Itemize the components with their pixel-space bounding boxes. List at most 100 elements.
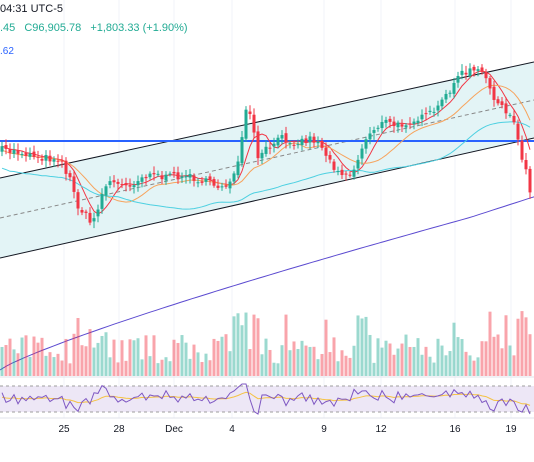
candle-body bbox=[164, 174, 168, 181]
candle-body bbox=[236, 161, 240, 176]
candle-body bbox=[400, 124, 404, 127]
volume-bar bbox=[412, 346, 416, 376]
volume-bar bbox=[84, 346, 88, 376]
candle-body bbox=[132, 185, 136, 188]
volume-bar bbox=[140, 359, 144, 376]
volume-bar bbox=[352, 345, 356, 376]
candle-body bbox=[32, 151, 36, 157]
volume-bar bbox=[72, 333, 76, 376]
header-ohlc: .45 C96,905.78 +1,803.33 (+1.90%) bbox=[0, 22, 194, 34]
volume-bar bbox=[248, 349, 252, 376]
volume-bar bbox=[296, 349, 300, 376]
volume-bar bbox=[508, 345, 512, 376]
x-axis-label: 12 bbox=[375, 424, 387, 435]
channel-lower-line bbox=[0, 137, 534, 259]
volume-bar bbox=[480, 341, 484, 376]
volume-bar bbox=[160, 359, 164, 376]
volume-bar bbox=[100, 335, 104, 376]
candle-body bbox=[224, 185, 228, 187]
volume-bar bbox=[300, 340, 304, 376]
candle-body bbox=[308, 136, 312, 143]
volume-bar bbox=[112, 339, 116, 376]
candle-body bbox=[296, 144, 300, 146]
volume-bar bbox=[120, 340, 124, 376]
volume-bar bbox=[464, 351, 468, 376]
rsi-lines bbox=[1, 383, 531, 415]
candle-body bbox=[396, 122, 400, 128]
volume-bar bbox=[232, 316, 236, 376]
candle-body bbox=[480, 67, 484, 72]
volume-bar bbox=[96, 342, 100, 376]
volume-bar bbox=[324, 319, 328, 376]
candle-body bbox=[360, 148, 364, 159]
volume-bar bbox=[408, 346, 412, 376]
candle-body bbox=[388, 118, 392, 122]
volume-bar bbox=[132, 340, 136, 376]
candle-body bbox=[136, 181, 140, 186]
candle-body bbox=[464, 72, 468, 75]
volume-bar bbox=[196, 352, 200, 376]
volume-bar bbox=[224, 334, 228, 376]
candle-body bbox=[60, 160, 64, 162]
volume-bar bbox=[304, 345, 308, 376]
candle-body bbox=[12, 150, 16, 154]
candle-body bbox=[344, 173, 348, 175]
volume-bars bbox=[0, 311, 532, 376]
volume-bar bbox=[488, 311, 492, 376]
volume-bar bbox=[52, 357, 56, 376]
candle-body bbox=[116, 181, 120, 184]
candle-body bbox=[380, 122, 384, 128]
candlesticks bbox=[0, 63, 532, 229]
volume-bar bbox=[264, 338, 268, 376]
volume-bar bbox=[240, 325, 244, 376]
candle-body bbox=[252, 114, 256, 133]
volume-bar bbox=[364, 316, 368, 376]
candle-body bbox=[448, 92, 452, 94]
candle-body bbox=[24, 152, 28, 156]
candle-body bbox=[200, 181, 204, 183]
candle-body bbox=[504, 103, 508, 114]
candle-body bbox=[168, 173, 172, 175]
x-axis-label: 28 bbox=[113, 424, 125, 435]
channel-fill bbox=[0, 62, 534, 258]
volume-bar bbox=[400, 343, 404, 376]
candle-body bbox=[508, 114, 512, 116]
volume-bar bbox=[396, 348, 400, 376]
candle-body bbox=[160, 175, 164, 180]
volume-bar bbox=[256, 318, 260, 376]
candle-body bbox=[476, 69, 480, 71]
candle-body bbox=[152, 173, 156, 175]
volume-bar bbox=[340, 350, 344, 376]
candle-body bbox=[332, 161, 336, 170]
volume-bar bbox=[500, 348, 504, 376]
candle-body bbox=[112, 180, 116, 183]
candle-body bbox=[500, 101, 504, 106]
channel-upper-line bbox=[0, 61, 534, 179]
time-label: 04:31 UTC-5 bbox=[0, 3, 63, 15]
candle-body bbox=[72, 176, 76, 192]
volume-bar bbox=[220, 336, 224, 376]
candle-body bbox=[336, 171, 340, 173]
volume-bar bbox=[512, 355, 516, 376]
change-value: +1,803.33 (+1.90%) bbox=[90, 22, 188, 34]
candle-body bbox=[452, 82, 456, 94]
candle-body bbox=[260, 152, 264, 159]
candle-body bbox=[516, 123, 520, 140]
volume-bar bbox=[152, 335, 156, 376]
candle-body bbox=[128, 185, 132, 187]
candle-body bbox=[28, 153, 32, 157]
candle-body bbox=[512, 115, 516, 123]
candle-body bbox=[232, 173, 236, 182]
candle-body bbox=[184, 175, 188, 177]
candle-body bbox=[484, 72, 488, 79]
candle-body bbox=[8, 149, 12, 153]
candle-body bbox=[56, 160, 60, 162]
candle-body bbox=[204, 178, 208, 182]
volume-bar bbox=[4, 345, 8, 376]
volume-bar bbox=[520, 311, 524, 376]
candle-body bbox=[520, 140, 524, 160]
volume-bar bbox=[484, 341, 488, 376]
candle-body bbox=[196, 182, 200, 184]
